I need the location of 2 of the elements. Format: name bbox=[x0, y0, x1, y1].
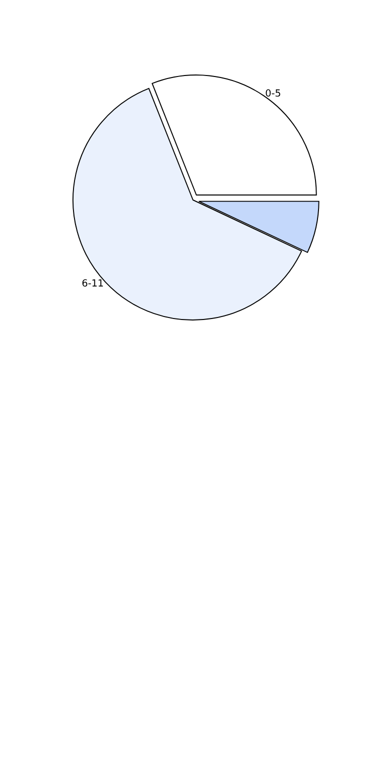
slice-label: 6-11 bbox=[82, 279, 103, 287]
slice-label: 0-5 bbox=[266, 89, 280, 97]
